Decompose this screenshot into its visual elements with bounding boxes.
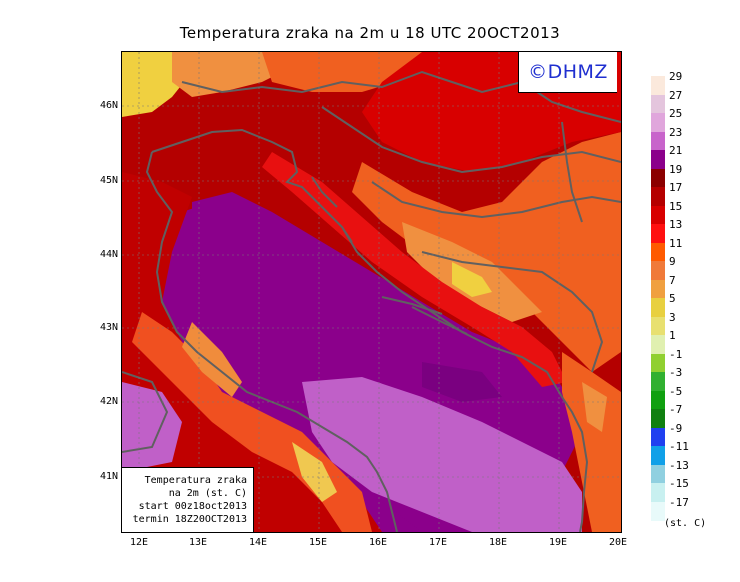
legend-swatch (651, 279, 665, 299)
info-line-1: Temperatura zraka (144, 475, 247, 486)
italy-land-red-area (122, 172, 382, 532)
apennine-light-orange-area (182, 322, 242, 397)
dhmz-logo: ©DHMZ (518, 52, 617, 93)
legend-swatch (651, 427, 665, 447)
lon-label-13e: 13E (188, 537, 208, 548)
legend-label: 17 (669, 181, 683, 194)
graticule (122, 52, 621, 532)
apennine-yellow-area (292, 442, 337, 502)
lon-label-18e: 18E (488, 537, 508, 548)
balkan-orange-area (352, 132, 621, 372)
southern-sea-light-area (302, 377, 582, 532)
lat-label-43n: 43N (99, 322, 118, 333)
legend-unit: (st. C) (664, 518, 707, 529)
legend-label: 23 (669, 125, 683, 139)
legend-swatch (651, 150, 665, 169)
balkan-yellow-area (452, 262, 492, 297)
legend-label: -11 (669, 440, 689, 453)
map-title: Temperatura zraka na 2m u 18 UTC 20OCT20… (179, 24, 561, 42)
legend-label: 25 (669, 107, 683, 120)
legend-swatch (651, 409, 665, 428)
alps-light-orange-area (172, 52, 292, 97)
legend-swatch (651, 316, 665, 336)
legend-label: 11 (669, 236, 683, 250)
lon-label-16e: 16E (368, 537, 388, 548)
legend-swatch (651, 335, 665, 354)
lon-label-19e: 19E (548, 537, 568, 548)
legend-label: -17 (669, 495, 689, 509)
legend-swatch (651, 353, 665, 373)
legend-label: 13 (669, 218, 683, 231)
legend-swatch (651, 224, 665, 243)
legend-swatch (651, 261, 665, 280)
lat-label-41n: 41N (99, 471, 118, 482)
mid-sea-dark-area (422, 362, 502, 402)
legend-label: -13 (669, 458, 689, 472)
albania-light-orange-area (582, 382, 607, 432)
legend-swatch (651, 390, 665, 410)
lat-label-44n: 44N (99, 249, 118, 260)
legend-label: 19 (669, 162, 683, 176)
legend-label: 3 (669, 310, 676, 324)
legend-label: -7 (669, 403, 683, 416)
legend-swatch (651, 76, 665, 95)
legend-swatch (651, 464, 665, 484)
lon-label-14e: 14E (248, 537, 268, 548)
legend-label: 5 (669, 292, 676, 305)
coastline-lines (122, 70, 621, 532)
info-line-4: termin 18Z20OCT2013 (132, 514, 247, 525)
legend-swatch (651, 372, 665, 391)
legend-swatch (651, 501, 665, 521)
lat-label-42n: 42N (99, 396, 118, 407)
lat-label-46n: 46N (99, 100, 118, 111)
legend-swatch (651, 113, 665, 132)
info-line-3: start 00z18oct2013 (138, 501, 247, 512)
info-box: Temperatura zraka na 2m (st. C) start 00… (122, 467, 254, 532)
legend-swatch (651, 131, 665, 151)
legend-label: -9 (669, 421, 683, 435)
legend-swatch (651, 242, 665, 262)
lon-label-17e: 17E (428, 537, 448, 548)
legend-swatch (651, 446, 665, 465)
legend-swatch (651, 205, 665, 225)
legend-label: 9 (669, 255, 676, 268)
legend-label: 27 (669, 88, 683, 102)
legend-swatch (651, 298, 665, 317)
temperature-field (122, 52, 621, 532)
legend-swatch (651, 168, 665, 188)
legend-label: 21 (669, 144, 683, 157)
legend-label: 7 (669, 273, 676, 287)
legend-label: 1 (669, 329, 676, 342)
legend-swatch (651, 187, 665, 206)
legend-label: 29 (669, 70, 683, 83)
legend-label: 15 (669, 199, 683, 213)
lon-label-20e: 20E (608, 537, 628, 548)
legend-label: -1 (669, 347, 683, 361)
legend-label: -3 (669, 366, 683, 379)
temperature-map: ©DHMZ Temperatura zraka na 2m (st. C) st… (121, 51, 622, 533)
legend-swatch (651, 94, 665, 114)
dinaric-red-band (262, 152, 567, 387)
legend-label: -15 (669, 477, 689, 490)
legend-label: -5 (669, 384, 683, 398)
legend-swatch (651, 483, 665, 502)
info-line-2: na 2m (st. C) (168, 488, 247, 499)
lon-label-12e: 12E (129, 537, 149, 548)
lat-label-45n: 45N (99, 175, 118, 186)
lon-label-15e: 15E (308, 537, 328, 548)
